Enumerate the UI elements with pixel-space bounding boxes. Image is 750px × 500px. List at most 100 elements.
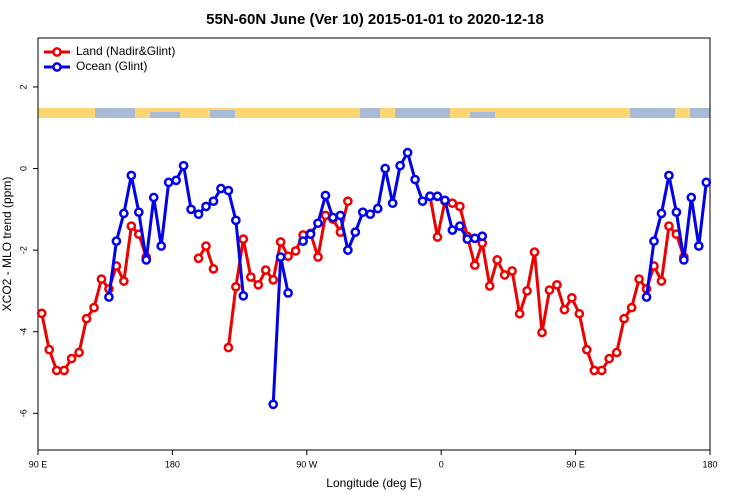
point <box>514 308 525 319</box>
point <box>178 160 189 171</box>
point <box>701 177 712 188</box>
y-tick-label: 2 <box>18 84 28 89</box>
point <box>499 270 510 280</box>
point <box>604 353 615 364</box>
point <box>51 365 62 376</box>
point <box>283 251 293 262</box>
point <box>260 265 271 275</box>
point <box>455 201 465 212</box>
point <box>581 344 592 355</box>
point <box>544 285 555 295</box>
point <box>402 147 413 158</box>
point <box>380 163 391 174</box>
point <box>66 353 77 364</box>
series-line <box>40 196 686 372</box>
point <box>387 198 398 209</box>
point <box>36 308 47 319</box>
point <box>649 236 659 246</box>
map-strip <box>38 108 710 118</box>
point <box>208 264 219 274</box>
point <box>141 255 152 265</box>
point <box>440 195 450 206</box>
point <box>133 207 144 218</box>
point <box>522 286 532 296</box>
point <box>231 281 241 292</box>
point <box>268 399 279 410</box>
point <box>686 192 697 203</box>
point <box>119 276 129 286</box>
point <box>126 221 137 231</box>
legend-label: Land (Nadir&Glint) <box>76 44 175 58</box>
point <box>305 229 316 240</box>
point <box>567 292 577 303</box>
x-tick-label: 0 <box>439 459 444 469</box>
point <box>679 255 689 265</box>
point <box>552 279 562 290</box>
point <box>216 183 226 194</box>
point <box>611 347 622 358</box>
point <box>507 266 517 276</box>
point <box>238 234 249 244</box>
point <box>425 191 435 202</box>
point <box>335 210 346 221</box>
x-tick-label: 90 E <box>566 459 585 469</box>
point <box>589 365 600 376</box>
point <box>156 241 167 251</box>
legend-label: Ocean (Glint) <box>76 59 147 73</box>
point <box>343 245 353 255</box>
point <box>328 212 338 223</box>
point <box>462 234 473 244</box>
point <box>148 192 159 203</box>
point <box>432 232 443 242</box>
point <box>74 347 84 358</box>
point <box>268 275 279 285</box>
point <box>320 190 331 201</box>
point <box>492 255 503 265</box>
point <box>231 215 241 226</box>
series-line <box>107 151 708 405</box>
point <box>96 274 107 284</box>
point <box>357 207 368 218</box>
point <box>641 292 652 302</box>
point <box>320 210 331 221</box>
point <box>313 252 323 262</box>
point <box>634 274 644 284</box>
point <box>656 208 667 219</box>
x-tick-label: 180 <box>165 459 180 469</box>
point <box>245 272 256 282</box>
y-tick-label: 0 <box>18 166 28 171</box>
point <box>238 290 249 301</box>
point <box>290 246 301 256</box>
point <box>193 253 204 264</box>
point <box>537 327 547 338</box>
point <box>671 207 682 218</box>
point <box>201 201 211 212</box>
point <box>559 304 570 315</box>
point <box>275 237 286 247</box>
point <box>253 279 264 290</box>
point <box>89 302 99 313</box>
point <box>447 225 458 235</box>
point <box>81 313 92 324</box>
point <box>59 365 69 376</box>
point <box>477 231 488 242</box>
point <box>163 177 174 188</box>
point <box>410 174 420 185</box>
point <box>432 191 443 202</box>
y-tick-label: -2 <box>18 246 28 254</box>
x-tick-label: 180 <box>702 459 717 469</box>
point <box>656 276 667 286</box>
plot-frame <box>37 37 711 451</box>
point <box>626 302 637 313</box>
point <box>223 342 234 353</box>
point <box>693 241 704 251</box>
point <box>372 203 383 214</box>
point <box>313 218 323 229</box>
y-axis-label: XCO2 - MLO trend (ppm) <box>0 177 14 312</box>
point <box>619 313 629 324</box>
x-axis-label: Longitude (deg E) <box>326 476 421 490</box>
point <box>208 196 219 207</box>
point <box>664 221 674 231</box>
